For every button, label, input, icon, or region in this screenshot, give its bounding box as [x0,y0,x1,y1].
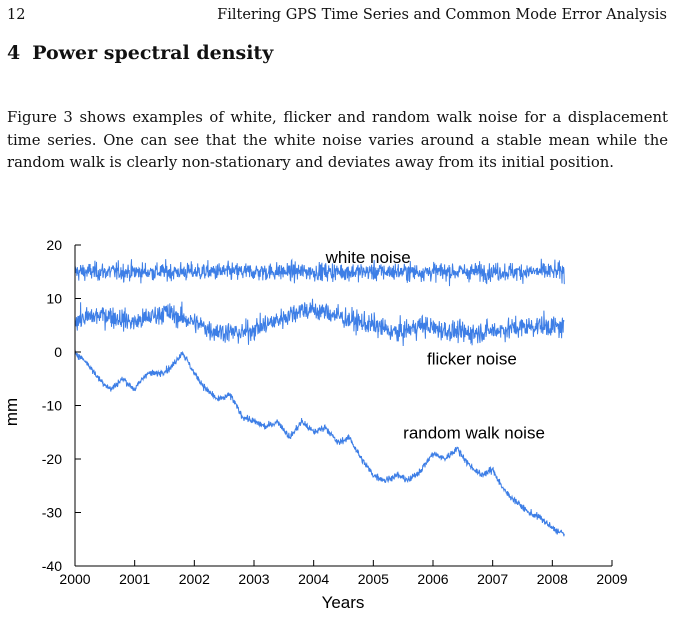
x-tick-label: 2004 [298,571,329,587]
x-tick-label: 2008 [537,571,568,587]
running-title: Filtering GPS Time Series and Common Mod… [217,7,667,23]
x-axis-label: Years [322,593,365,612]
body-paragraph: Figure 3 shows examples of white, flicke… [7,109,668,171]
x-tick-label: 2009 [596,571,627,587]
series-group [74,258,565,537]
page-number: 12 [7,7,26,23]
annotation-white-noise: white noise [325,248,411,267]
labels-group: Years mm white noise flicker noise random … [2,248,545,612]
annotation-flicker-noise: flicker noise [427,349,517,368]
x-tick-label: 2006 [417,571,448,587]
series-line-white-noise [74,258,565,287]
y-axis-label: mm [2,398,21,426]
x-tick-label: 2001 [119,571,150,587]
series-line-flicker-noise [74,298,565,347]
series-line-random-walk-noise [74,349,565,537]
annotation-random-walk-noise: random walk noise [403,423,545,442]
x-tick-label: 2005 [358,571,389,587]
x-tick-label: 2002 [179,571,210,587]
section-number: 4 [7,42,21,64]
section-heading: 4 Power spectral density [7,42,273,64]
noise-chart: 2000 2001 2002 2003 2004 2005 2006 2007 2008 2009… [2,237,628,612]
x-tick-label: 2007 [477,571,508,587]
y-tick-label: 0 [54,344,62,360]
x-tick-label: 2003 [238,571,269,587]
figure-3: 2000 2001 2002 2003 2004 2005 2006 2007 2008 2009… [0,230,676,615]
page-header: 12 Filtering GPS Time Series and Common … [7,7,667,27]
y-tick-label: -40 [42,558,62,574]
y-tick-label: 10 [46,291,62,307]
x-tick-label: 2000 [59,571,90,587]
y-tick-label: -20 [42,451,62,467]
y-tick-label: -30 [42,505,62,521]
axes-group: 2000 2001 2002 2003 2004 2005 2006 2007 2008 2009… [42,237,628,587]
section-title: Power spectral density [32,42,274,64]
y-tick-label: -10 [42,398,62,414]
y-tick-label: 20 [46,237,62,253]
